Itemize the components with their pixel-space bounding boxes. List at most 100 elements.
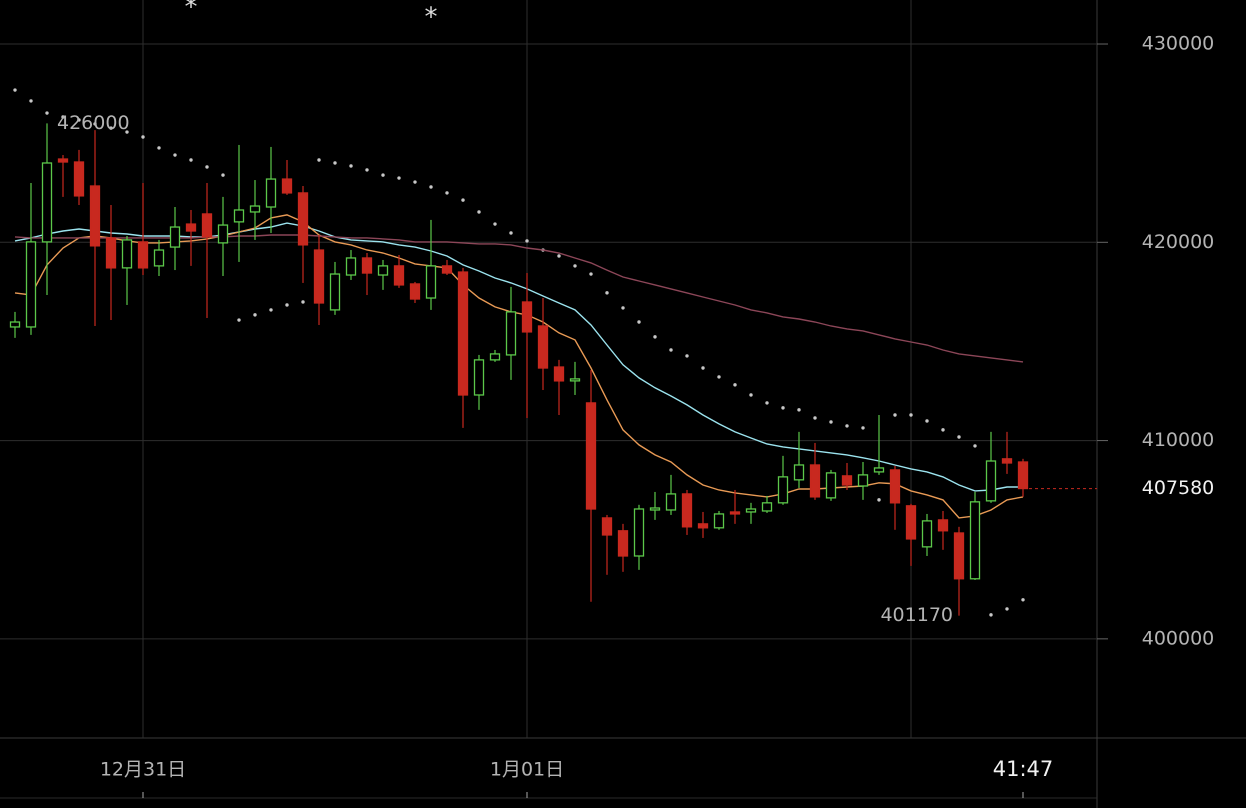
candle-body — [313, 249, 325, 304]
candle — [905, 503, 917, 566]
candle — [921, 513, 933, 556]
candle — [1001, 431, 1013, 474]
candle-body — [377, 265, 389, 276]
sar-dot — [909, 413, 913, 417]
candle-body — [121, 239, 133, 269]
sar-dot — [717, 375, 721, 379]
candle-body — [521, 301, 533, 333]
candle — [57, 155, 69, 197]
candle-body — [265, 178, 277, 208]
candle-body — [601, 517, 613, 536]
candle — [1017, 458, 1029, 497]
sar-dot — [573, 264, 577, 268]
candle-body — [489, 353, 501, 361]
candle — [249, 180, 261, 240]
sar-dot — [733, 383, 737, 387]
candle — [345, 250, 357, 280]
candle — [857, 461, 869, 500]
candle — [377, 259, 389, 290]
candle — [617, 523, 629, 572]
candle-body — [969, 501, 981, 580]
candle — [953, 526, 965, 616]
candle-body — [361, 257, 373, 274]
sar-dot — [125, 130, 129, 134]
candle — [409, 281, 421, 303]
candle — [969, 491, 981, 580]
min-label: 401170 — [880, 604, 953, 626]
sar-dot — [781, 406, 785, 410]
candle-body — [57, 158, 69, 163]
candle — [489, 349, 501, 362]
candle — [361, 253, 373, 296]
ma-line — [14, 222, 1023, 492]
candle-body — [393, 265, 405, 286]
sar-dot — [973, 444, 977, 448]
candle-body — [617, 530, 629, 557]
sar-dot — [925, 419, 929, 423]
candle-body — [25, 241, 37, 328]
sar-dot — [893, 413, 897, 417]
last-price-label: 407580 — [1142, 477, 1215, 499]
candle-body — [41, 162, 53, 243]
sar-dot — [701, 366, 705, 370]
sar-dot — [557, 254, 561, 258]
candle-body — [1001, 458, 1013, 464]
candle — [841, 462, 853, 490]
sar-dot — [861, 426, 865, 430]
sar-dot — [957, 435, 961, 439]
candle-body — [745, 508, 757, 513]
sar-dot — [221, 173, 225, 177]
sar-dot — [461, 198, 465, 202]
y-tick-label: 400000 — [1142, 627, 1215, 649]
candle — [201, 183, 213, 319]
candle — [297, 185, 309, 283]
sar-dot — [1021, 598, 1025, 602]
candle-body — [937, 519, 949, 532]
sar-dot — [29, 99, 33, 103]
sar-dot — [13, 88, 17, 92]
candle-body — [457, 271, 469, 396]
sar-dot — [61, 115, 65, 119]
sar-dot — [685, 354, 689, 358]
candle — [697, 511, 709, 538]
candle-body — [137, 241, 149, 269]
candle — [681, 489, 693, 535]
candle — [937, 510, 949, 550]
sar-dot — [525, 239, 529, 243]
candle-body — [169, 226, 181, 248]
x-tick-label: 1月01日 — [490, 759, 564, 781]
candle-body — [905, 505, 917, 540]
candle-body — [761, 502, 773, 512]
sar-dot — [1005, 607, 1009, 611]
sar-dot — [77, 118, 81, 122]
sar-dot — [349, 164, 353, 168]
candle — [569, 361, 581, 395]
sar-dot — [941, 428, 945, 432]
x-tick-label: 41:47 — [993, 757, 1054, 781]
candle-body — [153, 249, 165, 267]
candle — [649, 491, 661, 520]
y-tick-label: 410000 — [1142, 429, 1215, 451]
sar-dot — [141, 135, 145, 139]
max-label: 426000 — [57, 112, 130, 134]
sar-dot — [989, 613, 993, 617]
sar-dot — [621, 306, 625, 310]
candle-body — [329, 273, 341, 311]
candle — [585, 369, 597, 602]
candle — [281, 160, 293, 195]
candle — [153, 239, 165, 277]
candle — [873, 415, 885, 475]
candle — [537, 298, 549, 391]
candle-body — [281, 178, 293, 194]
candle — [425, 219, 437, 310]
candle-body — [889, 469, 901, 504]
candle-body — [505, 311, 517, 356]
candle — [265, 146, 277, 233]
candle — [665, 474, 677, 515]
sar-dot — [109, 126, 113, 130]
sar-dot — [605, 291, 609, 295]
candle — [393, 254, 405, 288]
candle-body — [201, 213, 213, 238]
sar-dot — [285, 303, 289, 307]
